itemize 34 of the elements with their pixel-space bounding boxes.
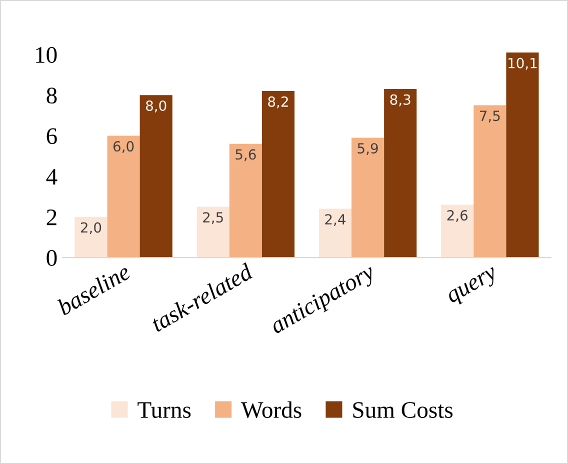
- data-label: 2,5: [203, 212, 223, 224]
- data-label: 8,0: [146, 100, 166, 112]
- bar: [107, 136, 140, 258]
- y-tick-label: 8: [46, 88, 57, 104]
- bar: [441, 204, 474, 258]
- data-label: 6,0: [113, 141, 134, 153]
- x-tick-label: query: [446, 266, 501, 308]
- bar: [351, 138, 384, 258]
- bar: [474, 105, 506, 258]
- y-tick-label: 10: [36, 47, 57, 63]
- bar: [318, 208, 352, 258]
- data-label: 5,6: [236, 149, 256, 162]
- data-label: 7,5: [480, 110, 500, 123]
- bar: [229, 144, 262, 258]
- y-tick-label: 4: [46, 168, 58, 185]
- data-label: 2,0: [80, 222, 102, 234]
- y-tick-label: 6: [46, 128, 57, 144]
- data-label: 2,4: [325, 214, 346, 226]
- bar: [140, 95, 172, 258]
- data-label: 5,9: [358, 143, 378, 155]
- legend-label: Turns: [138, 402, 191, 418]
- bar: [506, 52, 539, 258]
- legend-label: Sum Costs: [353, 402, 453, 418]
- bar: [384, 89, 417, 258]
- data-label: 8,2: [268, 96, 288, 108]
- y-tick-label: 2: [46, 209, 56, 226]
- data-label: 10,1: [508, 58, 537, 70]
- y-tick-label: 0: [46, 250, 57, 266]
- data-label: 2,6: [447, 210, 468, 222]
- data-label: 8,3: [390, 94, 410, 106]
- bar: [262, 91, 295, 258]
- bar: [74, 216, 108, 258]
- legend-label: Words: [241, 401, 302, 418]
- bar: [196, 206, 230, 258]
